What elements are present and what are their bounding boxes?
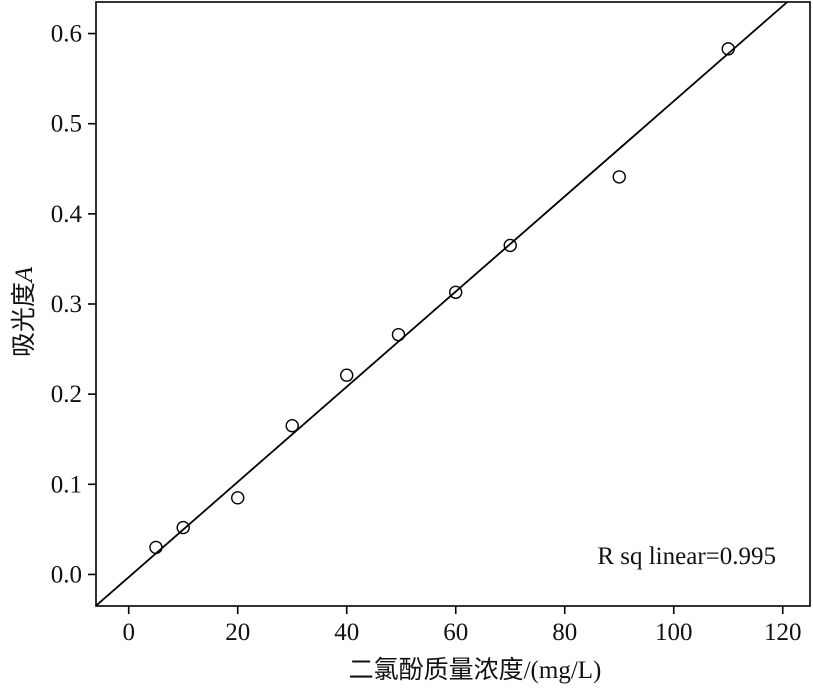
x-tick-label: 100 xyxy=(655,619,693,646)
x-tick-label: 20 xyxy=(225,619,250,646)
x-tick-label: 80 xyxy=(552,619,577,646)
data-point xyxy=(721,42,735,56)
data-point xyxy=(285,419,299,433)
data-point xyxy=(176,520,190,535)
y-tick-label: 0.4 xyxy=(51,201,83,228)
y-tick-label: 0.6 xyxy=(51,21,82,48)
y-axis-title-text: 吸光度 xyxy=(10,282,38,357)
x-tick-label: 40 xyxy=(334,619,359,646)
data-point xyxy=(612,170,626,184)
x-tick-label: 120 xyxy=(764,619,802,646)
data-point xyxy=(231,491,245,505)
y-axis-ticks: 0.0 0.1 0.2 0.3 0.4 0.5 0.6 xyxy=(51,21,96,588)
y-tick-label: 0.0 xyxy=(51,561,82,588)
data-point xyxy=(340,368,354,382)
x-tick-label: 0 xyxy=(122,619,135,646)
y-tick-label: 0.2 xyxy=(51,381,82,408)
r-squared-annotation: R sq linear=0.995 xyxy=(597,543,776,570)
y-tick-label: 0.1 xyxy=(51,471,82,498)
plot-frame xyxy=(95,1,811,607)
y-axis-title: 吸光度A xyxy=(10,266,38,357)
data-point xyxy=(503,238,517,253)
x-axis-ticks: 0 20 40 60 80 100 120 xyxy=(122,606,801,646)
data-point xyxy=(149,540,163,555)
y-tick-label: 0.3 xyxy=(51,291,82,318)
data-point xyxy=(391,327,406,342)
data-points xyxy=(149,42,735,555)
plot-area xyxy=(95,1,811,607)
x-tick-label: 60 xyxy=(443,619,468,646)
data-point xyxy=(449,285,463,299)
y-tick-label: 0.5 xyxy=(51,111,82,138)
regression-line xyxy=(95,1,788,607)
y-axis-title-symbol: A xyxy=(11,266,38,284)
x-axis-title: 二氯酚质量浓度/(mg/L) xyxy=(349,656,602,684)
